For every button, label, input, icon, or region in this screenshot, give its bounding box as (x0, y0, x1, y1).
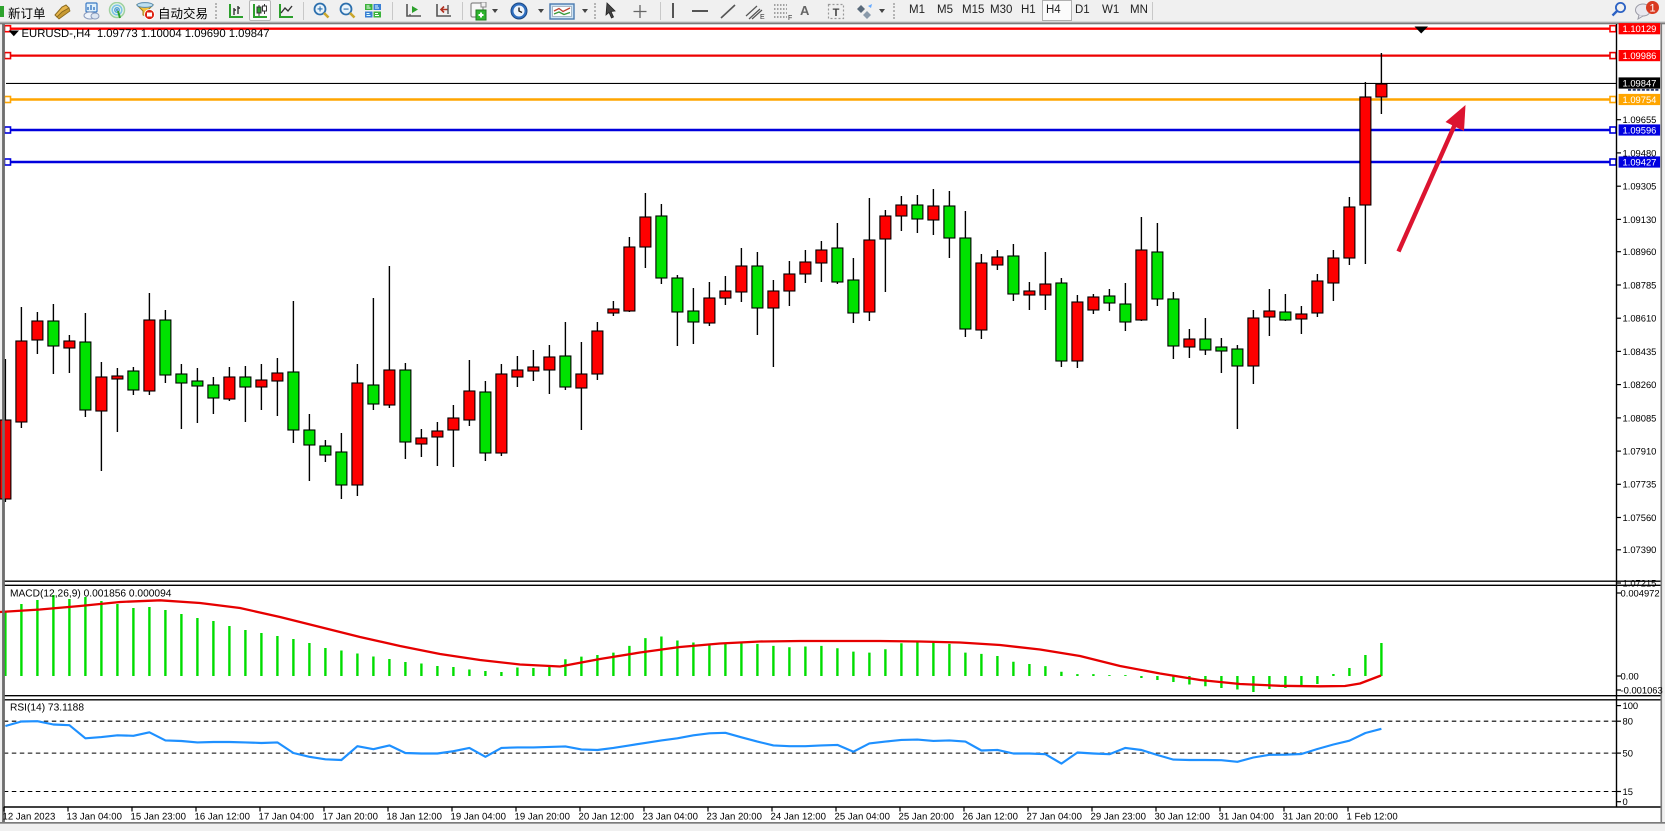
svg-text:RSI(14) 73.1188: RSI(14) 73.1188 (10, 703, 84, 714)
svg-text:1.09655: 1.09655 (1623, 114, 1657, 125)
svg-text:23 Jan 04:00: 23 Jan 04:00 (643, 812, 698, 823)
svg-text:12 Jan 2023: 12 Jan 2023 (3, 812, 56, 823)
svg-text:1.09596: 1.09596 (1623, 124, 1657, 135)
svg-text:−: − (343, 5, 349, 16)
svg-text:1.08960: 1.08960 (1623, 246, 1657, 257)
svg-text:1.09305: 1.09305 (1623, 181, 1657, 192)
svg-text:1.09847: 1.09847 (1623, 77, 1657, 88)
svg-text:1.08785: 1.08785 (1623, 279, 1657, 290)
svg-text:1.08610: 1.08610 (1623, 313, 1657, 324)
svg-text:15: 15 (1623, 786, 1633, 797)
svg-text:19 Jan 20:00: 19 Jan 20:00 (515, 812, 570, 823)
svg-text:25 Jan 04:00: 25 Jan 04:00 (835, 812, 890, 823)
svg-text:17 Jan 20:00: 17 Jan 20:00 (323, 812, 378, 823)
svg-text:+: + (317, 5, 323, 16)
svg-text:19 Jan 04:00: 19 Jan 04:00 (451, 812, 506, 823)
svg-text:EURUSD-,H4 1.09773 1.10004 1.: EURUSD-,H4 1.09773 1.10004 1.09690 1.098… (22, 28, 270, 40)
svg-text:1.10129: 1.10129 (1623, 23, 1657, 34)
svg-text:23 Jan 20:00: 23 Jan 20:00 (707, 812, 762, 823)
svg-text:0.00: 0.00 (1621, 670, 1639, 681)
svg-text:1.09130: 1.09130 (1623, 214, 1657, 225)
svg-text:1.07735: 1.07735 (1623, 479, 1657, 490)
svg-text:1: 1 (1649, 3, 1655, 15)
svg-text:1.09986: 1.09986 (1623, 50, 1657, 61)
svg-text:-0.001063: -0.001063 (1621, 684, 1663, 695)
svg-text:17 Jan 04:00: 17 Jan 04:00 (259, 812, 314, 823)
svg-text:T: T (833, 7, 840, 19)
svg-text:15 Jan 23:00: 15 Jan 23:00 (131, 812, 186, 823)
svg-text:1.07390: 1.07390 (1623, 544, 1657, 555)
svg-text:13 Jan 04:00: 13 Jan 04:00 (67, 812, 122, 823)
svg-text:20 Jan 12:00: 20 Jan 12:00 (579, 812, 634, 823)
svg-text:0.004972: 0.004972 (1621, 587, 1660, 598)
svg-text:F: F (788, 15, 792, 21)
svg-text:31 Jan 20:00: 31 Jan 20:00 (1283, 812, 1338, 823)
svg-text:50: 50 (1623, 748, 1633, 759)
svg-text:E: E (760, 14, 765, 21)
svg-text:1.07215: 1.07215 (1623, 577, 1657, 588)
svg-text:1.07910: 1.07910 (1623, 446, 1657, 457)
svg-text:1.07560: 1.07560 (1623, 512, 1657, 523)
svg-text:1.08085: 1.08085 (1623, 412, 1657, 423)
svg-text:1.09427: 1.09427 (1623, 156, 1657, 167)
svg-text:24 Jan 12:00: 24 Jan 12:00 (771, 812, 826, 823)
svg-text:25 Jan 20:00: 25 Jan 20:00 (899, 812, 954, 823)
svg-text:1.08260: 1.08260 (1623, 379, 1657, 390)
svg-text:1 Feb 12:00: 1 Feb 12:00 (1347, 812, 1398, 823)
svg-text:100: 100 (1623, 700, 1639, 711)
svg-text:0: 0 (1623, 796, 1628, 807)
svg-text:31 Jan 04:00: 31 Jan 04:00 (1219, 812, 1274, 823)
svg-text:18 Jan 12:00: 18 Jan 12:00 (387, 812, 442, 823)
svg-text:1.09480: 1.09480 (1623, 147, 1657, 158)
svg-text:29 Jan 23:00: 29 Jan 23:00 (1091, 812, 1146, 823)
svg-text:27 Jan 04:00: 27 Jan 04:00 (1027, 812, 1082, 823)
svg-text:MACD(12,26,9) 0.001856 0.00009: MACD(12,26,9) 0.001856 0.000094 (10, 589, 172, 600)
svg-text:30 Jan 12:00: 30 Jan 12:00 (1155, 812, 1210, 823)
svg-text:26 Jan 12:00: 26 Jan 12:00 (963, 812, 1018, 823)
svg-text:1.08435: 1.08435 (1623, 346, 1657, 357)
svg-text:16 Jan 12:00: 16 Jan 12:00 (195, 812, 250, 823)
svg-text:80: 80 (1623, 716, 1633, 727)
svg-text:1.09754: 1.09754 (1623, 94, 1657, 105)
